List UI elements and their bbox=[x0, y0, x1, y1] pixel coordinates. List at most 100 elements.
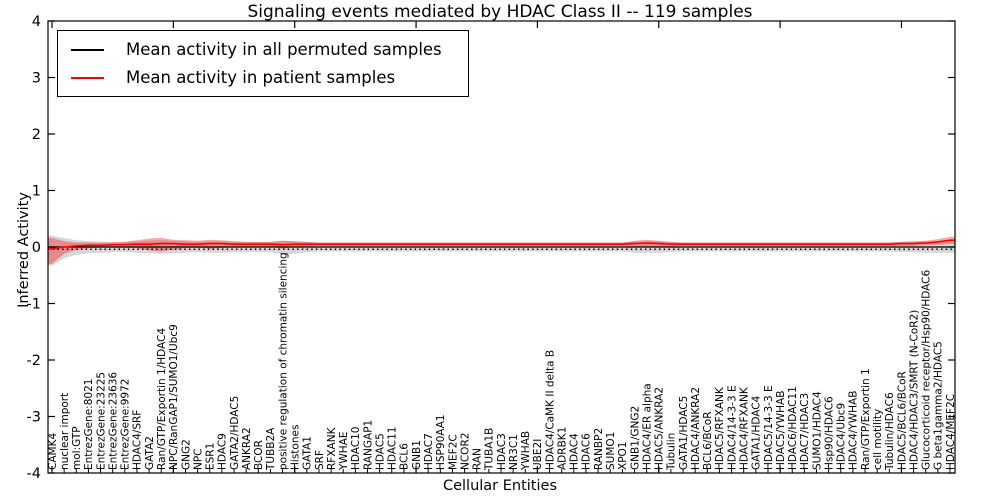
x-tick-label: NPC bbox=[192, 448, 204, 470]
x-tick-label: CAMK4 bbox=[47, 433, 59, 470]
y-tick-label: -2 bbox=[27, 353, 41, 369]
y-tick-label: -1 bbox=[27, 297, 41, 313]
x-tick-label: MEF2C bbox=[447, 434, 459, 470]
legend-item-patient: Mean activity in patient samples bbox=[71, 68, 442, 87]
x-tick-label: mol:GTP bbox=[71, 426, 83, 470]
legend: Mean activity in all permuted samples Me… bbox=[57, 30, 469, 97]
x-tick-label: HDAC4/RFXANK bbox=[739, 386, 751, 470]
x-tick-label: cell motility bbox=[872, 409, 884, 470]
legend-label-permuted: Mean activity in all permuted samples bbox=[126, 40, 442, 59]
x-tick-label: HDAC5/14-3-3 E bbox=[763, 385, 775, 470]
y-tick-label: 4 bbox=[32, 14, 41, 30]
x-tick-label: GATA1/HDAC4 bbox=[751, 395, 763, 470]
x-tick-label: HDAC5 bbox=[374, 433, 386, 470]
x-tick-label: HDAC4/SRF bbox=[132, 410, 144, 470]
x-tick-label: positive regulation of chromatin silenci… bbox=[277, 252, 289, 470]
x-tick-label: NR3C1 bbox=[508, 434, 520, 470]
x-tick-label: RAN bbox=[472, 448, 484, 470]
x-tick-label: HDAC7/HDAC3 bbox=[799, 393, 811, 470]
x-tick-label: Histones bbox=[290, 425, 302, 470]
x-tick-label: Ran/GTP/Exportin 1 bbox=[860, 368, 872, 470]
x-tick-label: RANBP2 bbox=[593, 428, 605, 470]
x-tick-label: HDAC4/ANKRA2 bbox=[690, 387, 702, 470]
x-tick-label: Tubulin/HDAC6 bbox=[884, 392, 896, 471]
x-tick-label: HDAC5/YWHAB bbox=[775, 391, 787, 470]
x-tick-label: ESR1 bbox=[205, 443, 217, 470]
x-tick-labels: CAMK4 nuclear import mol:GTP EntrezGene:802… bbox=[47, 252, 957, 471]
x-tick-label: SUMO1 bbox=[605, 432, 617, 470]
x-tick-label: GATA1/HDAC5 bbox=[678, 396, 690, 470]
x-tick-label: Hsp90/HDAC6 bbox=[823, 396, 835, 470]
y-tick-label: 0 bbox=[32, 240, 41, 256]
y-ticks: -4 -3 -2 -1 0 1 2 3 4 bbox=[27, 14, 955, 482]
x-tick-label: HDAC4/14-3-3 E bbox=[726, 385, 738, 470]
x-tick-label: UBE2I bbox=[532, 439, 544, 470]
x-tick-label: XPO1 bbox=[617, 442, 629, 470]
x-tick-label: NPC/RanGAP1/SUMO1/Ubc9 bbox=[168, 324, 180, 470]
x-tick-label: HDAC3 bbox=[496, 433, 508, 470]
x-tick-label: G beta1gamma2/HDAC5 bbox=[933, 341, 945, 470]
x-tick-label: HDAC4/YWHAB bbox=[848, 391, 860, 470]
x-tick-label: YWHAB bbox=[520, 431, 532, 471]
x-tick-label: GNB1 bbox=[411, 440, 423, 470]
legend-item-permuted: Mean activity in all permuted samples bbox=[71, 40, 442, 59]
y-tick-label: 1 bbox=[32, 184, 41, 200]
x-tick-label: YWHAE bbox=[338, 431, 350, 471]
x-axis-label: Cellular Entities bbox=[442, 478, 558, 494]
x-tick-label: RANGAP1 bbox=[362, 420, 374, 470]
y-tick-label: 3 bbox=[32, 71, 41, 87]
x-tick-label: HDAC5/ANKRA2 bbox=[654, 387, 666, 470]
x-tick-label: HDAC4/CaMK II delta B bbox=[544, 350, 556, 470]
x-tick-label: GNG2 bbox=[180, 439, 192, 470]
x-tick-label: HDAC10 bbox=[350, 427, 362, 471]
y-tick-label: -4 bbox=[27, 466, 41, 482]
x-tick-label: HDAC4 bbox=[569, 433, 581, 470]
x-tick-label: HDAC9 bbox=[217, 433, 229, 470]
y-tick-label: -3 bbox=[27, 410, 41, 426]
x-tick-label: BCL6/BCoR bbox=[702, 412, 714, 471]
x-tick-label: BCOR bbox=[253, 440, 265, 470]
x-tick-label: GATA2/HDAC5 bbox=[229, 396, 241, 470]
x-tick-label: HSP90AA1 bbox=[435, 414, 447, 470]
x-tick-label: RFXANK bbox=[326, 426, 338, 470]
x-tick-label: HDAC5/RFXANK bbox=[714, 386, 726, 470]
y-tick-label: 2 bbox=[32, 127, 41, 143]
x-tick-label: ADRBK1 bbox=[557, 427, 569, 470]
legend-label-patient: Mean activity in patient samples bbox=[126, 68, 396, 87]
x-tick-label: SUMO1/HDAC4 bbox=[811, 391, 823, 470]
x-tick-label: HDAC11 bbox=[387, 427, 399, 471]
x-tick-label: EntrezGene:23636 bbox=[108, 372, 120, 470]
chart-title: Signaling events mediated by HDAC Class … bbox=[247, 2, 753, 22]
black-line-swatch-icon bbox=[71, 48, 104, 51]
x-tick-label: HDAC5/BCL6/BCoR bbox=[896, 371, 908, 470]
x-tick-label: HDAC4/ER alpha bbox=[641, 383, 653, 470]
x-tick-label: TUBA1B bbox=[484, 428, 496, 471]
x-tick-label: HDAC4/Ubc9 bbox=[836, 403, 848, 470]
x-ticks bbox=[51, 21, 951, 473]
x-tick-label: Glucocorticoid receptor/Hsp90/HDAC6 bbox=[921, 270, 933, 470]
x-tick-label: GATA1 bbox=[302, 436, 314, 470]
x-tick-label: EntrezGene:23225 bbox=[95, 372, 107, 470]
x-tick-label: GNB1/GNG2 bbox=[629, 406, 641, 470]
x-tick-label: TUBB2A bbox=[265, 427, 277, 471]
x-tick-label: HDAC4/HDAC3/SMRT (N-CoR2) bbox=[908, 310, 920, 470]
y-axis-label: Inferred Activity bbox=[16, 192, 32, 308]
x-tick-label: SRF bbox=[314, 450, 326, 470]
x-tick-label: EntrezGene:9972 bbox=[120, 379, 132, 470]
red-line-swatch-icon bbox=[71, 76, 104, 79]
x-tick-label: BCL6 bbox=[399, 443, 411, 470]
permuted-band bbox=[48, 235, 955, 266]
patient-mean-line bbox=[48, 239, 955, 250]
x-tick-label: nuclear import bbox=[59, 393, 71, 470]
x-tick-label: Ran/GTP/Exportin 1/HDAC4 bbox=[156, 328, 168, 470]
x-tick-label: Tubulin bbox=[666, 433, 678, 471]
x-tick-label: ANKRA2 bbox=[241, 427, 253, 470]
x-tick-label: NCOR2 bbox=[459, 433, 471, 470]
x-tick-label: EntrezGene:8021 bbox=[83, 379, 95, 470]
x-tick-label: HDAC6/HDAC11 bbox=[787, 386, 799, 470]
x-tick-label: GATA2 bbox=[144, 436, 156, 470]
x-tick-label: HDAC6 bbox=[581, 433, 593, 470]
x-tick-label: HDAC7 bbox=[423, 433, 435, 470]
